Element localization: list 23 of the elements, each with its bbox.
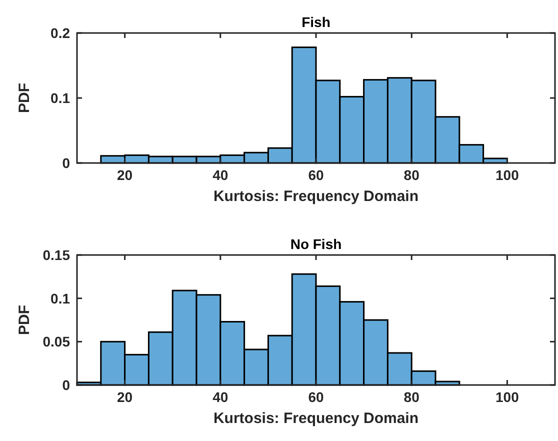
y-tick-label: 0.1 (50, 290, 70, 306)
y-tick-label: 0.05 (42, 334, 70, 350)
y-axis-title: PDF (16, 83, 33, 113)
y-tick-label: 0 (62, 377, 70, 393)
y-tick-label: 0.2 (50, 25, 70, 41)
x-tick-label: 100 (496, 389, 520, 405)
x-axis-title: Kurtosis: Frequency Domain (213, 188, 419, 205)
x-tick-label: 80 (404, 389, 420, 405)
y-tick-label: 0 (62, 155, 70, 171)
x-tick-label: 20 (117, 389, 133, 405)
x-tick-label: 40 (212, 167, 228, 183)
x-tick-label: 40 (212, 389, 228, 405)
chart-title: No Fish (290, 236, 342, 252)
x-tick-label: 60 (308, 389, 324, 405)
x-tick-label: 20 (117, 167, 133, 183)
x-tick-label: 60 (308, 167, 324, 183)
x-tick-label: 80 (404, 167, 420, 183)
y-tick-label: 0.15 (42, 247, 70, 263)
y-tick-label: 0.1 (50, 90, 70, 106)
x-tick-label: 100 (496, 167, 520, 183)
x-axis-title: Kurtosis: Frequency Domain (213, 410, 419, 427)
chart-title: Fish (302, 14, 330, 30)
y-axis-title: PDF (16, 305, 33, 335)
